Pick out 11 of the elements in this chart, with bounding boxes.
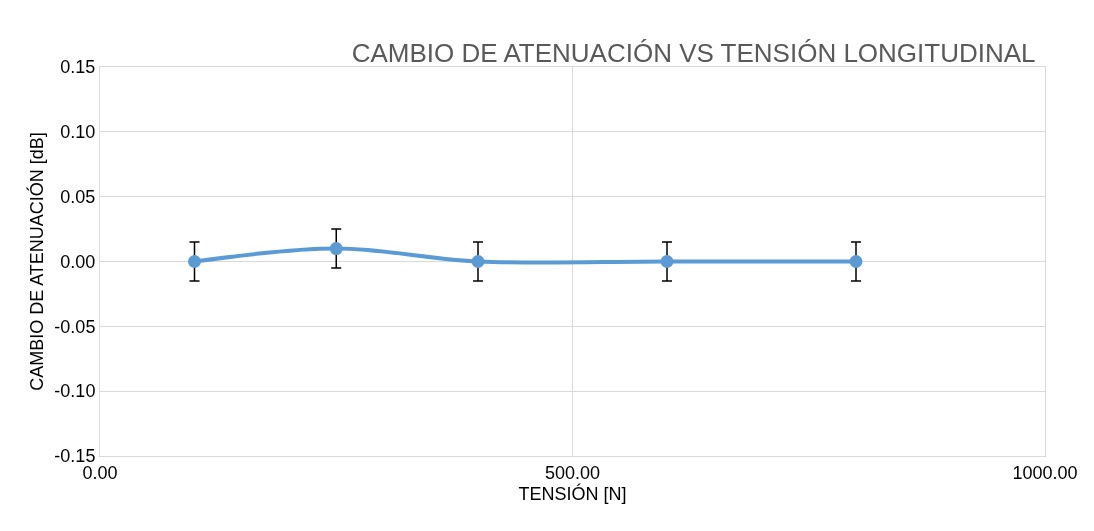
x-tick-label: 500.00 bbox=[544, 462, 601, 483]
y-tick-label: -0.10 bbox=[54, 381, 96, 402]
y-tick-label: 0.15 bbox=[60, 57, 96, 78]
chart-title: CAMBIO DE ATENUACIÓN VS TENSIÓN LONGITUDINAL bbox=[351, 38, 1036, 69]
y-tick-label: -0.05 bbox=[54, 316, 96, 337]
x-axis-title: TENSIÓN [N] bbox=[518, 482, 627, 504]
y-tick-label: 0.10 bbox=[60, 122, 96, 143]
x-tick-label: 1000.00 bbox=[1012, 462, 1078, 483]
y-axis-title: CAMBIO DE ATENUACIÓN [dB] bbox=[25, 132, 47, 391]
y-tick-label: 0.00 bbox=[60, 251, 96, 272]
y-tick-label: 0.05 bbox=[60, 186, 96, 207]
